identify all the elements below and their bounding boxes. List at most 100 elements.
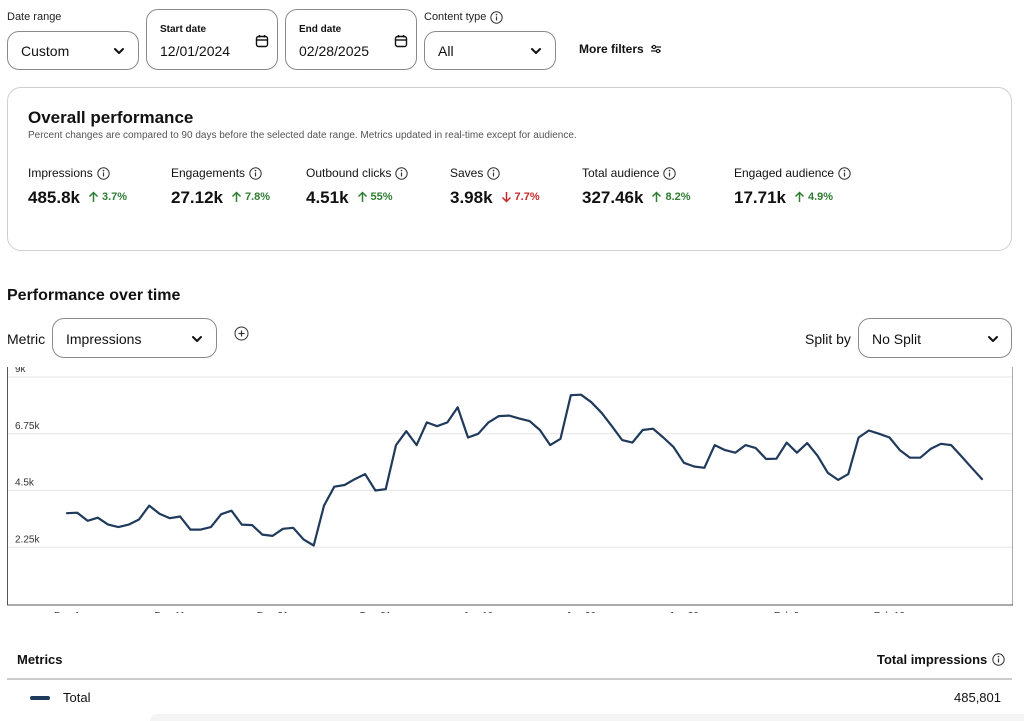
metric-value: 3.98k xyxy=(450,188,493,207)
more-filters-label: More filters xyxy=(579,42,644,56)
metric-change-value: 3.7% xyxy=(102,191,128,203)
info-icon[interactable] xyxy=(487,166,501,180)
filters-bar: Date range Custom Start date 12/01/2024 … xyxy=(0,0,1024,80)
metric-engaged-audience: Engaged audience 17.71k 4.9% xyxy=(734,166,851,208)
metric-change-value: 4.9% xyxy=(808,191,834,203)
info-icon[interactable] xyxy=(249,166,262,180)
metric-value: 327.46k xyxy=(582,188,644,207)
metric-name-label: Engaged audience xyxy=(734,166,835,180)
y-tick-label: 6.75k xyxy=(15,421,40,432)
metric-value: 4.51k xyxy=(306,188,349,207)
more-filters-button[interactable]: More filters xyxy=(579,42,662,56)
y-tick-label: 9k xyxy=(15,367,27,375)
total-impressions-header: Total impressions xyxy=(877,652,1005,667)
arrow-down-icon xyxy=(501,192,511,203)
arrow-up-icon xyxy=(652,191,662,202)
metric-change: 8.2% xyxy=(651,191,691,203)
x-tick-label: Feb 19 xyxy=(874,611,906,613)
metric-value: 485.8k xyxy=(28,188,80,207)
date-range-select[interactable]: Custom xyxy=(7,31,139,70)
metric-name: Impressions xyxy=(28,166,127,180)
metric-name: Total audience xyxy=(582,166,691,180)
metric-saves: Saves 3.98k 7.7% xyxy=(450,166,540,208)
metric-label: Metric xyxy=(7,331,46,347)
metric-change-value: 55% xyxy=(370,191,393,203)
add-metric-icon[interactable] xyxy=(234,326,249,341)
metric-select[interactable]: Impressions xyxy=(52,318,217,358)
metric-name: Saves xyxy=(450,166,540,180)
x-tick-label: Dec 11 xyxy=(154,611,185,613)
split-by-select[interactable]: No Split xyxy=(858,318,1012,358)
start-date-value: 12/01/2024 xyxy=(160,43,231,59)
start-date-field[interactable]: Start date 12/01/2024 xyxy=(146,9,278,70)
arrow-up-icon xyxy=(88,191,99,202)
impressions-line-chart: 2.25k 4.5k 6.75k 9k Dec 1 Dec 11 Dec 21 Dec 31 J… xyxy=(7,367,1013,613)
arrow-up-icon xyxy=(794,191,805,202)
y-tick-label: 2.25k xyxy=(15,534,40,545)
x-tick-label: Dec 1 xyxy=(54,611,81,613)
end-date-value: 02/28/2025 xyxy=(299,43,370,59)
metric-value-row: 4.51k 55% xyxy=(306,188,408,208)
info-icon[interactable] xyxy=(96,166,110,180)
total-impressions-label: Total impressions xyxy=(877,652,988,667)
metric-change-value: 7.7% xyxy=(514,191,540,203)
info-icon[interactable] xyxy=(395,166,409,180)
calendar-icon[interactable] xyxy=(394,34,408,48)
metric-change: 4.9% xyxy=(794,191,833,203)
metric-name-label: Impressions xyxy=(28,166,93,180)
metric-name-label: Saves xyxy=(450,166,484,180)
metric-select-value: Impressions xyxy=(66,331,142,347)
arrow-up-icon xyxy=(231,191,242,202)
metric-change-value: 8.2% xyxy=(665,191,691,203)
end-date-field[interactable]: End date 02/28/2025 xyxy=(285,9,417,70)
metric-value-row: 17.71k 4.9% xyxy=(734,188,851,208)
content-type-value: All xyxy=(438,43,454,59)
x-tick-label: Jan 10 xyxy=(463,611,493,613)
x-tick-label: Dec 21 xyxy=(257,611,289,613)
overall-performance-title: Overall performance xyxy=(28,108,194,127)
metric-impressions: Impressions 485.8k 3.7% xyxy=(28,166,127,208)
split-by-label: Split by xyxy=(805,331,851,347)
date-range-label: Date range xyxy=(7,11,62,23)
table-divider xyxy=(7,678,1012,680)
metric-value-row: 27.12k 7.8% xyxy=(171,188,270,208)
metric-value-row: 485.8k 3.7% xyxy=(28,188,127,208)
metric-name: Outbound clicks xyxy=(306,166,409,180)
impressions-series-line xyxy=(65,393,984,547)
chevron-down-icon xyxy=(988,336,998,342)
start-date-label: Start date xyxy=(160,24,207,35)
bottom-panel-edge xyxy=(150,714,1024,721)
end-date-label: End date xyxy=(299,24,342,35)
metric-outbound-clicks: Outbound clicks 4.51k 55% xyxy=(306,166,409,208)
series-swatch xyxy=(30,696,50,700)
filter-sliders-icon xyxy=(650,44,661,54)
metric-name: Engaged audience xyxy=(734,166,851,180)
info-icon[interactable] xyxy=(490,11,503,24)
metric-name: Engagements xyxy=(171,166,270,180)
info-icon[interactable] xyxy=(838,166,851,180)
x-tick-label: Feb 9 xyxy=(774,611,800,613)
metric-name-label: Engagements xyxy=(171,166,246,180)
info-icon[interactable] xyxy=(992,653,1005,666)
calendar-icon[interactable] xyxy=(255,34,269,48)
info-icon[interactable] xyxy=(663,166,677,180)
content-type-label: Content type xyxy=(424,11,487,23)
date-range-value: Custom xyxy=(21,43,70,59)
x-tick-label: Jan 30 xyxy=(669,611,699,613)
metric-change: 7.7% xyxy=(501,191,540,203)
chart-svg: 2.25k 4.5k 6.75k 9k Dec 1 Dec 11 Dec 21 Dec 31 J… xyxy=(7,367,1013,613)
metric-change-value: 7.8% xyxy=(245,191,271,203)
performance-over-time-title: Performance over time xyxy=(7,287,181,304)
total-row-label: Total xyxy=(63,690,91,705)
metric-change: 3.7% xyxy=(88,191,127,203)
total-row-value: 485,801 xyxy=(954,690,1001,705)
metric-value: 27.12k xyxy=(171,188,223,207)
chevron-down-icon xyxy=(531,48,541,54)
chevron-down-icon xyxy=(192,336,202,342)
metric-name-label: Total audience xyxy=(582,166,660,180)
y-tick-label: 4.5k xyxy=(15,478,35,489)
metric-change: 55% xyxy=(357,191,393,203)
overall-performance-card: Overall performance Percent changes are … xyxy=(7,87,1012,251)
metric-value: 17.71k xyxy=(734,188,786,207)
content-type-select[interactable]: All xyxy=(424,31,556,70)
